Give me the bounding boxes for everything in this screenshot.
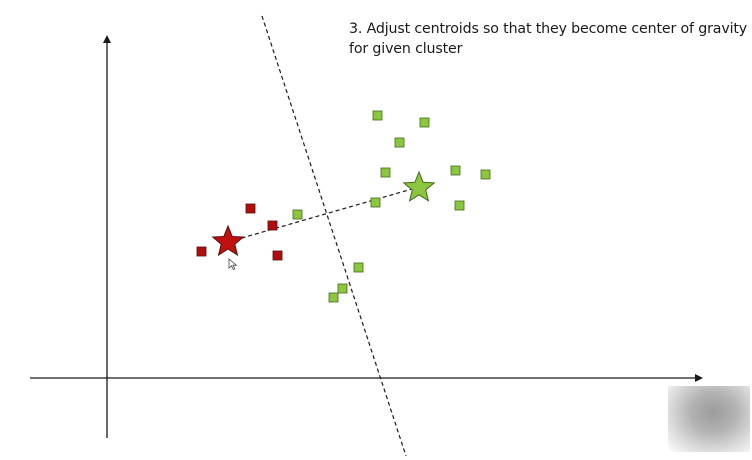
green-point	[370, 197, 381, 208]
red-point	[196, 246, 207, 257]
green-point	[419, 117, 430, 128]
green-point	[353, 262, 364, 273]
mouse-pointer-icon	[228, 258, 238, 270]
step-caption: 3. Adjust centroids so that they become …	[349, 19, 749, 59]
green-point	[380, 167, 391, 178]
green-point	[394, 137, 405, 148]
green-point	[337, 283, 348, 294]
caption-line-2: for given cluster	[349, 41, 463, 57]
caption-line-1: 3. Adjust centroids so that they become …	[349, 21, 748, 37]
green-point	[454, 200, 465, 211]
green-point	[372, 110, 383, 121]
green-centroid-star	[402, 170, 436, 202]
green-point	[292, 209, 303, 220]
cluster-boundary-line	[261, 15, 407, 457]
green-point	[480, 169, 491, 180]
blurred-overlay	[668, 386, 750, 452]
green-cluster	[292, 110, 491, 303]
green-point	[450, 165, 461, 176]
red-point	[272, 250, 283, 261]
red-centroid-star	[211, 224, 245, 257]
red-point	[245, 203, 256, 214]
red-cluster	[196, 203, 283, 261]
red-point	[267, 220, 278, 231]
green-point	[328, 292, 339, 303]
centroid-connector-line	[227, 186, 420, 243]
